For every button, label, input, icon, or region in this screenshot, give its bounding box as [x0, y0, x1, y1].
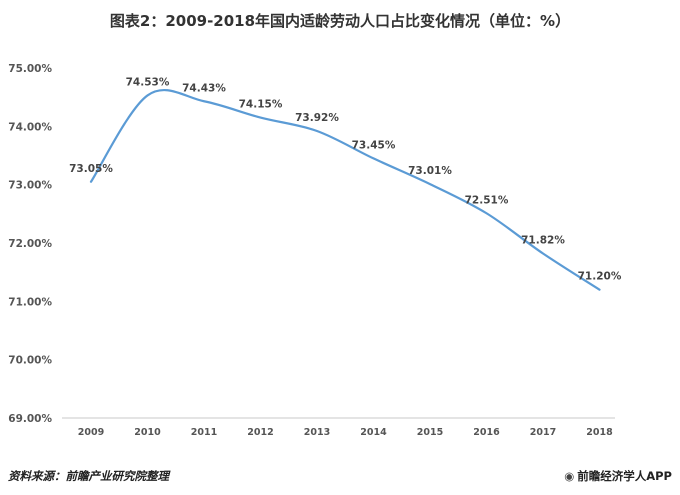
- data-label: 73.01%: [408, 165, 452, 177]
- x-tick-label: 2010: [134, 427, 161, 438]
- x-tick-label: 2014: [360, 427, 387, 438]
- chart-title: 图表2：2009-2018年国内适龄劳动人口占比变化情况（单位：%）: [109, 12, 571, 30]
- data-labels: 73.05% 74.53% 74.43% 74.15% 73.92% 73.45% 73.0…: [69, 76, 622, 282]
- y-axis: 69.00% 70.00% 71.00% 72.00% 73.00% 74.00% 75.0…: [8, 63, 52, 425]
- data-label: 74.15%: [239, 99, 283, 111]
- x-tick-label: 2015: [417, 427, 443, 438]
- series-path: [89, 89, 601, 291]
- source-note: 资料来源：前瞻产业研究院整理: [8, 469, 169, 483]
- series-line: [89, 89, 601, 291]
- x-tick-label: 2017: [530, 427, 556, 438]
- x-tick-label: 2013: [304, 427, 330, 438]
- y-tick-label: 74.00%: [8, 121, 52, 133]
- app-logo-icon: ◉: [564, 469, 575, 483]
- x-tick-label: 2018: [586, 427, 613, 438]
- x-tick-label: 2016: [473, 427, 500, 438]
- brand-footer: ◉ 前瞻经济学人APP: [564, 468, 672, 484]
- y-tick-label: 73.00%: [8, 180, 52, 192]
- y-tick-label: 70.00%: [8, 355, 52, 367]
- x-tick-label: 2009: [78, 427, 104, 438]
- data-label: 73.92%: [295, 112, 339, 124]
- y-tick-label: 75.00%: [8, 63, 52, 75]
- data-label: 72.51%: [465, 194, 509, 206]
- x-tick-label: 2011: [191, 427, 217, 438]
- data-label: 71.82%: [521, 235, 565, 247]
- x-tick-label: 2012: [247, 427, 273, 438]
- data-label: 71.20%: [578, 271, 622, 283]
- y-tick-label: 71.00%: [8, 296, 52, 308]
- data-label: 73.05%: [69, 163, 113, 175]
- data-label: 74.53%: [126, 76, 170, 88]
- y-tick-label: 72.00%: [8, 238, 52, 250]
- y-tick-label: 69.00%: [8, 413, 52, 425]
- brand-label: 前瞻经济学人APP: [577, 469, 672, 483]
- data-label: 73.45%: [352, 139, 396, 151]
- x-axis: 2009 2010 2011 2012 2013 2014 2015 2016 2017 2018: [62, 417, 615, 438]
- data-label: 74.43%: [182, 82, 226, 94]
